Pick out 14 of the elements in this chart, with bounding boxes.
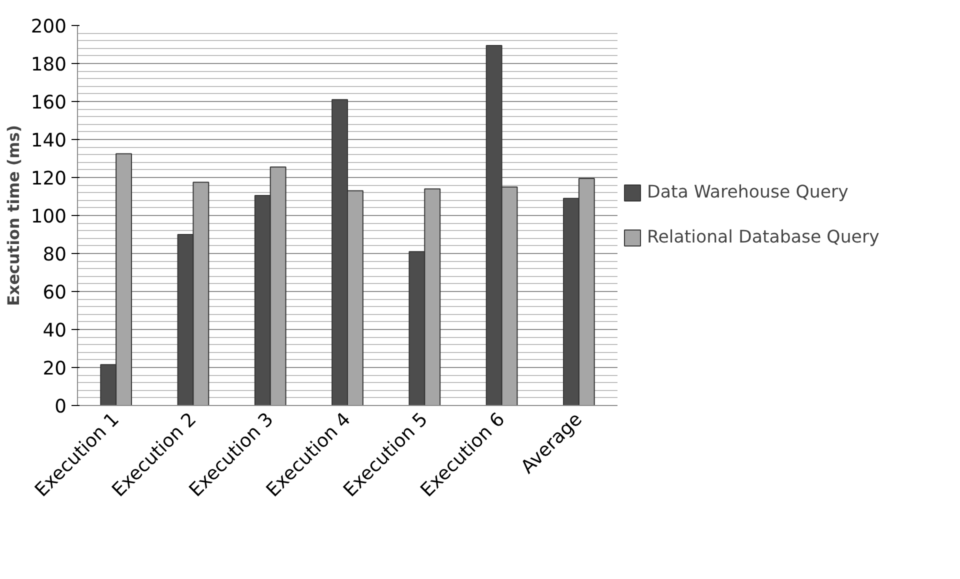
y-tick-label: 200 [30,16,66,38]
y-tick-label: 160 [30,92,66,114]
legend-label: Data Warehouse Query [647,182,848,202]
legend-label: Relational Database Query [647,228,880,248]
y-tick-label: 40 [42,320,67,342]
y-tick-label: 120 [30,168,66,190]
y-tick-label: 180 [30,54,66,76]
y-tick-label: 140 [30,130,66,152]
y-tick-label: 20 [42,358,67,380]
y-tick-label: 0 [54,396,67,418]
y-axis-title: Execution time (ms) [4,124,23,306]
y-tick-label: 80 [42,244,67,266]
y-tick-label: 100 [30,206,66,228]
y-tick-label: 60 [42,282,67,304]
